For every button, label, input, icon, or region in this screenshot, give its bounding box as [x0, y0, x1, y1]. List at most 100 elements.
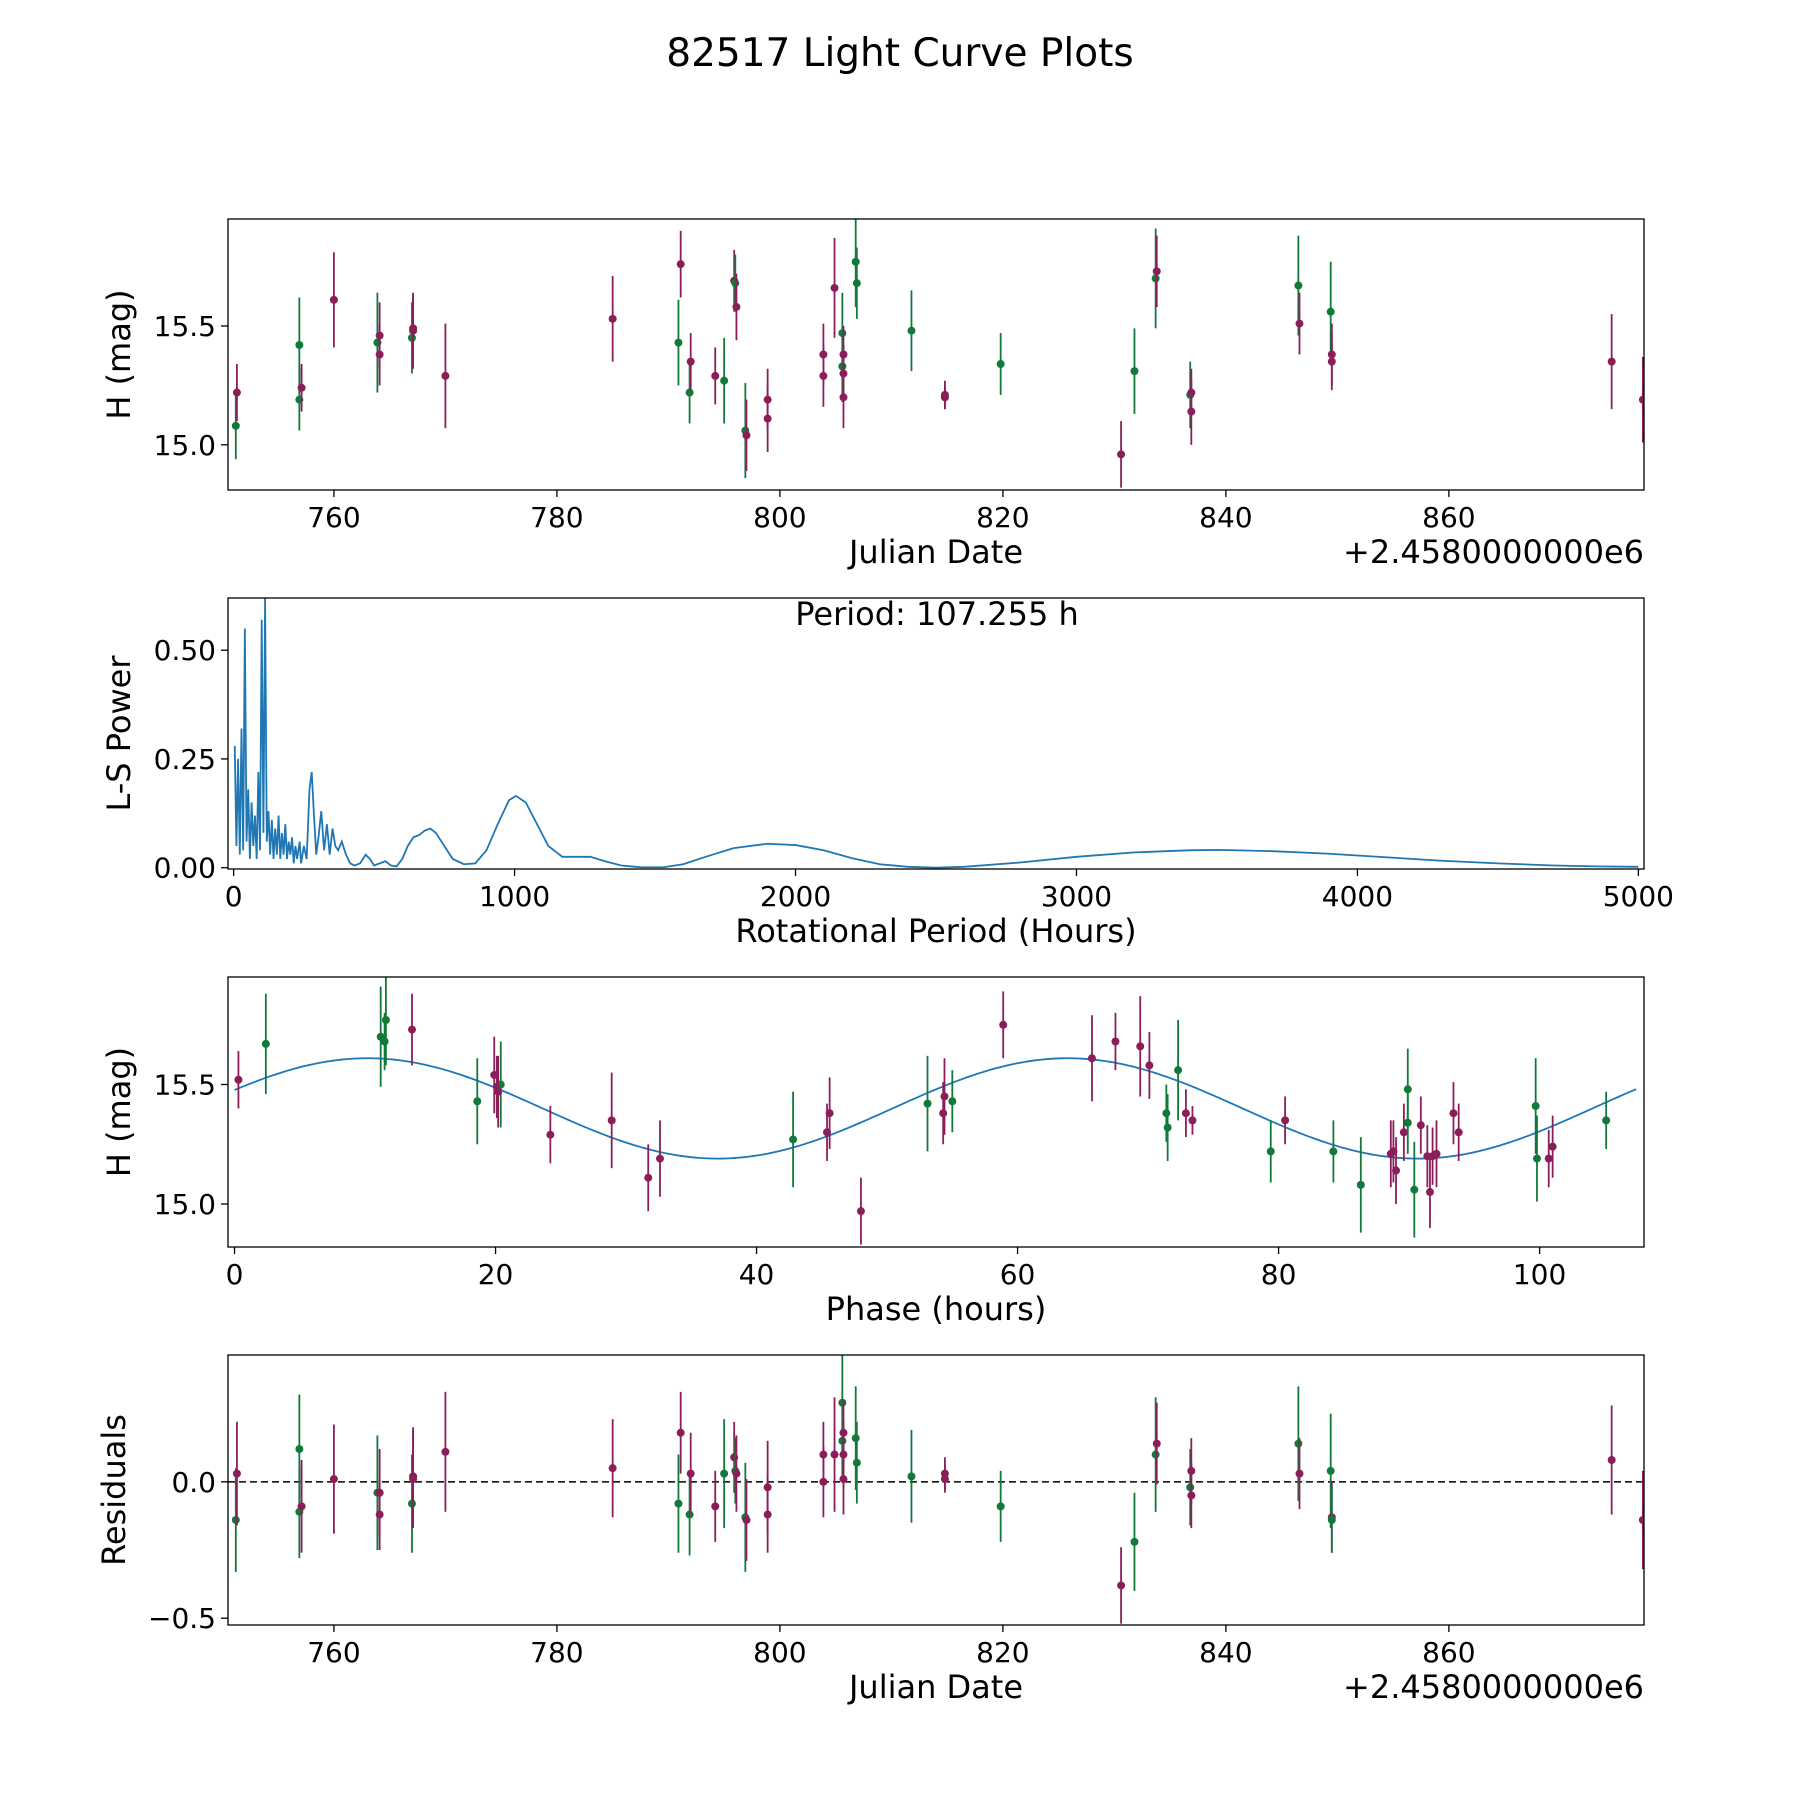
marker: [1266, 1147, 1275, 1156]
x-tick-label: 4000: [1322, 880, 1393, 913]
data-point: [494, 1055, 503, 1128]
axes-frame: [227, 218, 1645, 491]
marker: [996, 1502, 1005, 1511]
data-point: [742, 399, 751, 471]
marker: [408, 1025, 417, 1034]
y-axis-label: L-S Power: [100, 655, 138, 812]
marker: [732, 302, 741, 311]
data-point: [1425, 1156, 1434, 1228]
marker: [685, 1510, 694, 1519]
data-point: [1130, 1492, 1139, 1591]
axes-frame: [227, 597, 1645, 870]
data-point: [830, 238, 839, 338]
data-point: [546, 1106, 555, 1164]
marker: [232, 1469, 241, 1478]
marker: [407, 1499, 416, 1508]
data-point: [1187, 378, 1196, 445]
marker: [852, 1458, 861, 1467]
data-point: [1162, 1084, 1171, 1142]
marker: [948, 1097, 957, 1106]
data-point: [1295, 292, 1304, 355]
marker: [839, 393, 848, 402]
data-point: [231, 1468, 240, 1572]
marker: [686, 357, 695, 366]
data-point: [720, 337, 729, 424]
data-point: [1403, 1048, 1412, 1130]
data-point: [1152, 235, 1161, 307]
x-tick-label: 2000: [760, 880, 831, 913]
data-point: [1188, 1106, 1197, 1135]
data-point: [852, 247, 861, 319]
marker: [546, 1130, 555, 1139]
data-point: [607, 1072, 616, 1169]
data-point: [1326, 1413, 1335, 1529]
data-point: [825, 1077, 834, 1150]
marker: [1295, 319, 1304, 328]
data-point: [940, 1465, 949, 1493]
x-offset-text: +2.4580000000e6: [1343, 533, 1644, 571]
marker: [1151, 1450, 1160, 1459]
data-point: [732, 1435, 741, 1512]
data-point: [789, 1091, 798, 1188]
x-tick-label: 5000: [1603, 880, 1674, 913]
x-tick-label: 20: [478, 1258, 514, 1291]
data-point: [1356, 1137, 1365, 1233]
marker: [1329, 1147, 1338, 1156]
data-point: [1152, 1402, 1161, 1485]
marker: [409, 326, 418, 335]
data-point: [763, 1476, 772, 1553]
marker: [232, 388, 241, 397]
data-point: [685, 1473, 694, 1556]
marker: [1294, 281, 1303, 290]
plot-area: [228, 1355, 1644, 1624]
data-point: [830, 1397, 839, 1512]
marker: [1327, 1516, 1336, 1524]
marker: [1356, 1180, 1365, 1189]
data-point: [1117, 421, 1126, 488]
data-point: [473, 1058, 482, 1145]
subplot-res: 760 780 800 820 840 860 −0.5 0.0 Julian Date Resi…: [95, 1354, 1645, 1706]
y-tick-label: 0.50: [154, 634, 216, 667]
x-tick-label: 780: [530, 1636, 583, 1669]
y-tick-label: 15.5: [154, 310, 216, 343]
data-point: [232, 364, 241, 422]
x-axis-label: Julian Date: [847, 1668, 1023, 1706]
marker: [1181, 1109, 1190, 1118]
marker: [763, 1510, 772, 1519]
marker: [608, 1464, 617, 1473]
marker: [1111, 1037, 1120, 1046]
data-point: [232, 1421, 241, 1526]
data-point: [948, 1070, 957, 1133]
data-point: [441, 1391, 450, 1512]
data-point: [381, 977, 390, 1066]
marker: [1449, 1109, 1458, 1118]
data-point: [1638, 1470, 1644, 1570]
marker: [839, 1475, 848, 1484]
marker: [819, 1477, 828, 1486]
data-point: [1399, 1103, 1408, 1161]
data-point: [409, 1427, 418, 1526]
data-point: [1294, 1386, 1303, 1501]
data-point: [907, 1430, 916, 1523]
marker: [409, 1472, 418, 1481]
marker: [851, 1434, 860, 1443]
data-point: [686, 333, 695, 391]
data-point: [329, 1424, 338, 1534]
data-point: [940, 385, 949, 410]
data-point: [711, 1470, 720, 1542]
marker: [1174, 1066, 1183, 1075]
x-tick-label: 820: [976, 501, 1029, 534]
marker: [1602, 1116, 1611, 1125]
marker: [996, 360, 1005, 369]
data-point: [1174, 1020, 1183, 1121]
y-tick-label: −0.5: [148, 1602, 216, 1635]
plot-area: [233, 598, 1639, 869]
data-point: [1392, 1137, 1401, 1204]
data-point: [1163, 1094, 1172, 1161]
subplot-ph: 0 20 40 60 80 100 15.0 15.5 Phase (hours) H (mag): [100, 976, 1645, 1328]
marker: [295, 340, 304, 349]
data-point: [441, 323, 450, 429]
y-axis-label: Residuals: [95, 1414, 133, 1566]
marker: [1403, 1085, 1412, 1094]
x-tick-label: 3000: [1041, 880, 1112, 913]
